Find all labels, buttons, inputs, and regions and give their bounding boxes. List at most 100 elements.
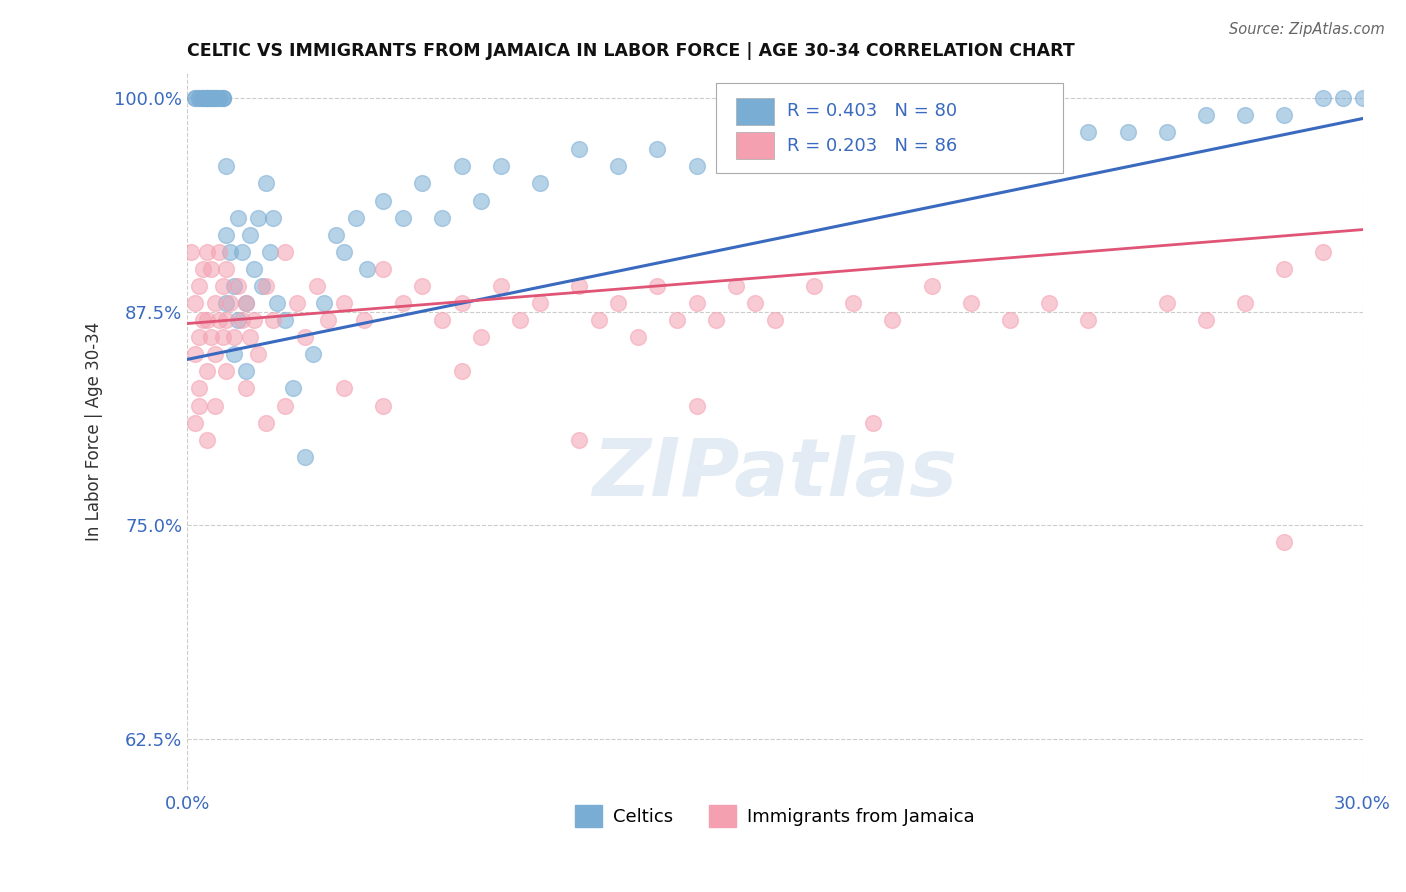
Point — [226, 211, 249, 225]
Point — [333, 244, 356, 259]
Point — [862, 416, 884, 430]
Point — [373, 194, 395, 208]
FancyBboxPatch shape — [737, 97, 773, 125]
Point — [1077, 313, 1099, 327]
Point — [231, 244, 253, 259]
Point — [301, 347, 323, 361]
Point — [470, 330, 492, 344]
Point — [588, 313, 610, 327]
Point — [207, 244, 229, 259]
Point — [188, 279, 211, 293]
Point — [803, 279, 825, 293]
Point — [259, 244, 281, 259]
Text: R = 0.403   N = 80: R = 0.403 N = 80 — [787, 103, 957, 120]
Point — [224, 347, 246, 361]
Point — [239, 330, 262, 344]
Point — [1156, 125, 1178, 139]
Point — [191, 261, 214, 276]
Point — [180, 244, 202, 259]
Point — [219, 296, 242, 310]
Point — [215, 313, 238, 327]
Text: R = 0.203   N = 86: R = 0.203 N = 86 — [787, 136, 957, 154]
Point — [195, 91, 218, 105]
Point — [250, 279, 273, 293]
Point — [356, 261, 378, 276]
Point — [665, 313, 688, 327]
Point — [215, 227, 238, 242]
Point — [998, 142, 1021, 156]
Point — [921, 279, 943, 293]
Point — [470, 194, 492, 208]
Point — [243, 313, 266, 327]
Point — [204, 347, 226, 361]
Point — [195, 313, 218, 327]
Point — [200, 91, 222, 105]
Point — [607, 160, 630, 174]
Point — [266, 296, 288, 310]
Point — [724, 142, 747, 156]
Point — [353, 313, 375, 327]
Point — [1351, 91, 1374, 105]
Point — [211, 91, 233, 105]
Point — [959, 296, 981, 310]
Point — [191, 313, 214, 327]
Point — [184, 91, 207, 105]
Point — [204, 399, 226, 413]
Point — [215, 364, 238, 378]
Point — [1272, 261, 1295, 276]
Point — [191, 91, 214, 105]
Point — [195, 433, 218, 447]
Point — [215, 261, 238, 276]
Point — [254, 177, 277, 191]
Point — [281, 381, 304, 395]
FancyBboxPatch shape — [716, 83, 1063, 173]
Point — [430, 313, 453, 327]
Point — [325, 227, 347, 242]
Point — [647, 142, 669, 156]
Point — [1331, 91, 1354, 105]
Point — [211, 91, 233, 105]
Point — [235, 296, 257, 310]
Point — [195, 91, 218, 105]
Point — [1272, 535, 1295, 549]
Point — [373, 261, 395, 276]
Point — [224, 279, 246, 293]
Point — [959, 142, 981, 156]
Point — [373, 399, 395, 413]
Point — [254, 279, 277, 293]
Point — [195, 91, 218, 105]
Point — [235, 381, 257, 395]
Point — [184, 91, 207, 105]
Text: CELTIC VS IMMIGRANTS FROM JAMAICA IN LABOR FORCE | AGE 30-34 CORRELATION CHART: CELTIC VS IMMIGRANTS FROM JAMAICA IN LAB… — [187, 42, 1076, 60]
Point — [627, 330, 650, 344]
Point — [411, 279, 433, 293]
Point — [191, 91, 214, 105]
Point — [1156, 296, 1178, 310]
Point — [1195, 313, 1218, 327]
Point — [1272, 108, 1295, 122]
Point — [207, 91, 229, 105]
Point — [188, 91, 211, 105]
Point — [450, 160, 472, 174]
Point — [207, 313, 229, 327]
Point — [704, 313, 727, 327]
Point — [1312, 244, 1334, 259]
Point — [921, 142, 943, 156]
Point — [246, 211, 269, 225]
Point — [226, 313, 249, 327]
Point — [450, 364, 472, 378]
Point — [262, 211, 284, 225]
Point — [294, 330, 316, 344]
Point — [1038, 125, 1060, 139]
Point — [333, 296, 356, 310]
Point — [430, 211, 453, 225]
Point — [607, 296, 630, 310]
Point — [411, 177, 433, 191]
Point — [568, 279, 591, 293]
Point — [188, 399, 211, 413]
Point — [294, 450, 316, 464]
Point — [1077, 125, 1099, 139]
Point — [246, 347, 269, 361]
Point — [803, 142, 825, 156]
Point — [763, 142, 786, 156]
